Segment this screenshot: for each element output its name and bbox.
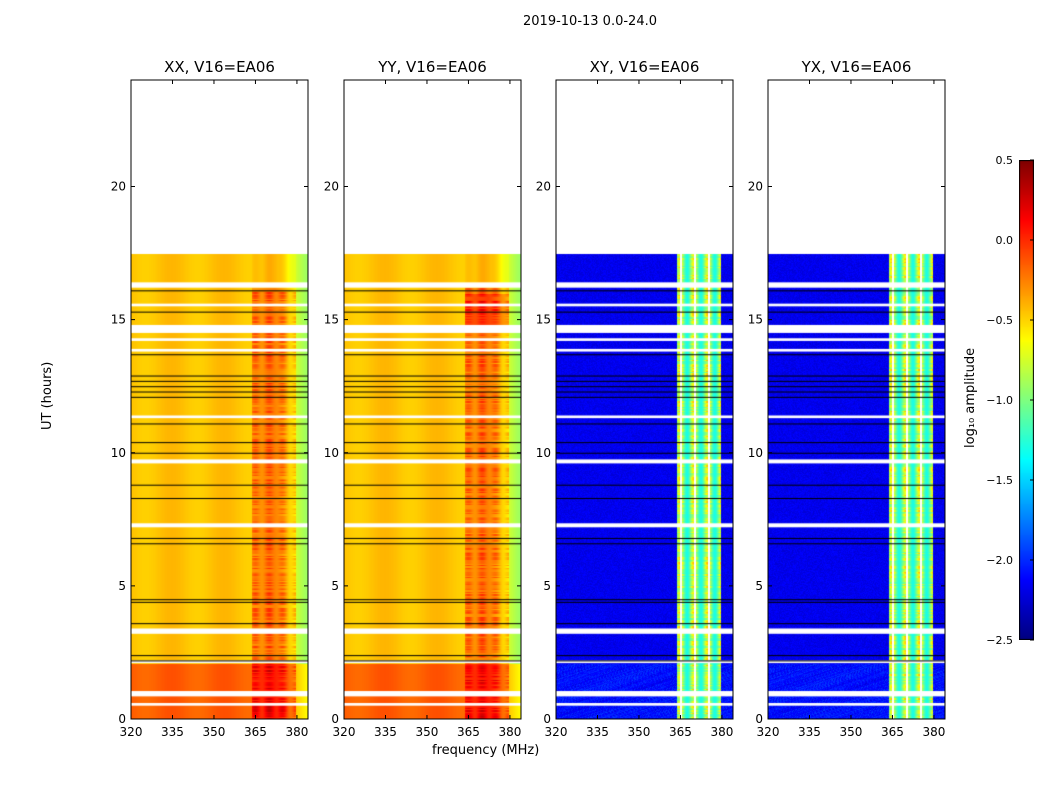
y-tick-label: 20 <box>111 180 126 194</box>
x-tick-label: 350 <box>416 725 439 739</box>
x-tick-label: 350 <box>628 725 651 739</box>
colorbar <box>1019 160 1034 640</box>
x-tick-label: 350 <box>203 725 226 739</box>
x-tick-label: 380 <box>498 725 521 739</box>
x-tick-label: 350 <box>840 725 863 739</box>
y-tick-label: 5 <box>543 579 551 593</box>
y-tick-label: 10 <box>324 446 339 460</box>
colorbar-tick-label: −1.5 <box>986 474 1013 487</box>
y-tick-label: 15 <box>536 313 551 327</box>
axes-frame <box>343 79 522 720</box>
y-tick-label: 5 <box>331 579 339 593</box>
x-tick-label: 320 <box>545 725 568 739</box>
x-tick-label: 380 <box>922 725 945 739</box>
axes-frame <box>555 79 734 720</box>
y-tick-label: 15 <box>324 313 339 327</box>
x-tick-label: 365 <box>244 725 267 739</box>
panel-3: YX, V16=EA06 320 335 350 365 380 0 5 10 15 20 <box>748 58 946 739</box>
y-tick-label: 10 <box>536 446 551 460</box>
y-tick-label: 20 <box>536 180 551 194</box>
y-tick-label: 0 <box>118 712 126 726</box>
colorbar-tick-label: 0.0 <box>996 234 1014 247</box>
y-tick-label: 15 <box>748 313 763 327</box>
x-tick-label: 365 <box>881 725 904 739</box>
panel-axes: 320 335 350 365 380 0 5 10 15 20 <box>536 79 734 739</box>
panel-title: YY, V16=EA06 <box>378 58 487 76</box>
colorbar-tick-label: −0.5 <box>986 314 1013 327</box>
panel-2: XY, V16=EA06 320 335 350 365 380 0 5 10 15 20 <box>536 58 734 739</box>
y-tick-label: 20 <box>324 180 339 194</box>
panel-axes: 320 335 350 365 380 0 5 10 15 20 <box>324 79 522 739</box>
x-tick-label: 335 <box>374 725 397 739</box>
x-tick-label: 320 <box>120 725 143 739</box>
panel-0: XX, V16=EA06 320 335 350 365 380 0 5 10 15 20 <box>111 58 309 739</box>
figure-title: 2019-10-13 0.0-24.0 <box>523 14 657 29</box>
y-tick-label: 10 <box>111 446 126 460</box>
panel-title: XY, V16=EA06 <box>589 58 700 76</box>
x-tick-label: 365 <box>457 725 480 739</box>
y-tick-label: 15 <box>111 313 126 327</box>
y-tick-label: 20 <box>748 180 763 194</box>
y-tick-label: 0 <box>543 712 551 726</box>
heatmap-image <box>556 80 733 719</box>
x-tick-label: 320 <box>333 725 356 739</box>
colorbar-tick-label: −2.5 <box>986 634 1013 647</box>
colorbar-tick-label: −1.0 <box>986 394 1013 407</box>
x-tick-label: 335 <box>586 725 609 739</box>
colorbar-tick-label: −2.0 <box>986 554 1013 567</box>
axes-frame <box>767 79 946 720</box>
heatmap-image <box>344 80 521 719</box>
panel-title: XX, V16=EA06 <box>164 58 275 76</box>
panel-title: YX, V16=EA06 <box>801 58 912 76</box>
x-tick-label: 335 <box>161 725 184 739</box>
y-tick-label: 10 <box>748 446 763 460</box>
x-axis-label: frequency (MHz) <box>432 743 540 758</box>
y-tick-label: 0 <box>755 712 763 726</box>
heatmap-image <box>768 80 945 719</box>
y-axis-label: UT (hours) <box>40 361 55 430</box>
x-tick-label: 365 <box>669 725 692 739</box>
colorbar-axis: 0.5 0.0 −0.5 −1.0 −1.5 −2.0 −2.5 <box>986 154 1034 647</box>
y-tick-label: 5 <box>755 579 763 593</box>
x-tick-label: 380 <box>710 725 733 739</box>
x-tick-label: 335 <box>798 725 821 739</box>
colorbar-label: log₁₀ amplitude <box>963 347 978 448</box>
axes-frame <box>130 79 309 720</box>
x-tick-label: 320 <box>757 725 780 739</box>
heatmap-image <box>131 80 308 719</box>
y-tick-label: 5 <box>118 579 126 593</box>
x-tick-label: 380 <box>285 725 308 739</box>
panel-axes: 320 335 350 365 380 0 5 10 15 20 <box>748 79 946 739</box>
y-tick-label: 0 <box>331 712 339 726</box>
colorbar-tick-label: 0.5 <box>996 154 1014 167</box>
panel-axes: 320 335 350 365 380 0 5 10 15 20 <box>111 79 309 739</box>
panel-1: YY, V16=EA06 320 335 350 365 380 0 5 10 15 20 <box>324 58 522 739</box>
